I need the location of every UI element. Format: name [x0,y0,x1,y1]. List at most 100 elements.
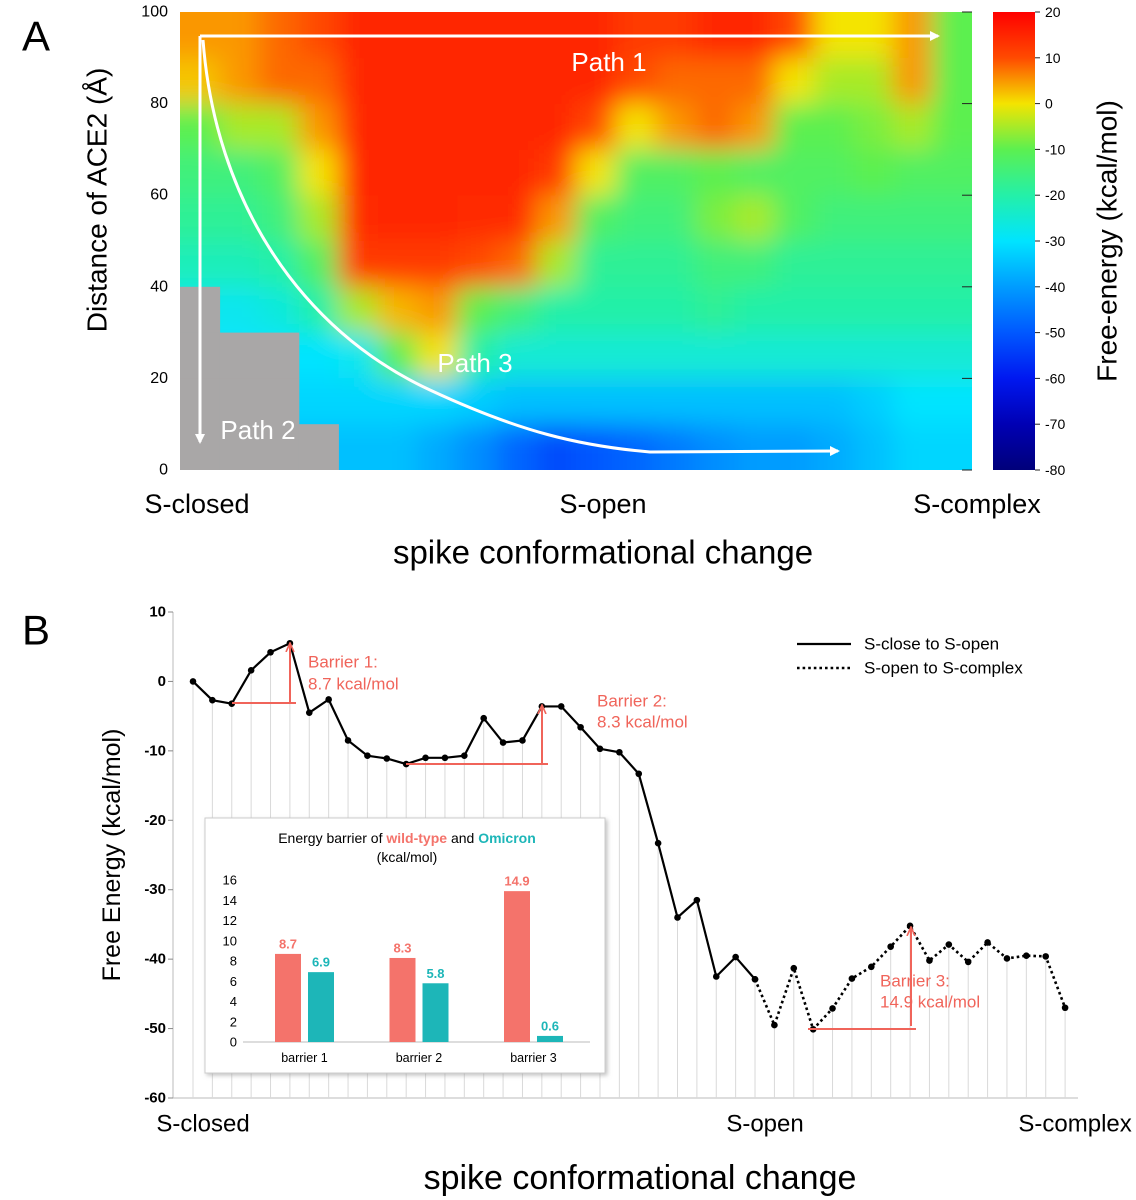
y-tick-label: 60 [150,187,168,204]
x-label: S-complex [913,489,1041,519]
heatmap-cell [536,195,577,242]
data-point [480,714,488,722]
data-point [383,755,391,762]
heatmap-cell [298,195,339,242]
heatmap-cell [298,332,339,379]
data-point [247,667,255,674]
heatmap-cell [298,241,339,288]
y-tick-label: 8 [230,954,237,969]
heatmap-cell [457,57,498,105]
y-tick-label: 80 [150,95,168,112]
heatmap-cell [932,378,972,425]
heatmap-cell [853,103,894,150]
heatmap-cell [259,286,300,334]
heatmap-cell [496,195,537,242]
heatmap-cell [259,103,300,150]
data-point [577,723,584,731]
barrier-label: Barrier 3: [880,972,950,991]
heatmap-cell [932,103,972,150]
y-tick-label: 0 [159,462,168,479]
heatmap-cell [536,286,577,334]
heatmap-cell [694,57,735,105]
data-point [189,678,197,685]
no-data-cell [219,332,260,379]
x-axis-label: spike conformational change [424,1159,857,1197]
heatmap-cell [655,103,696,150]
heatmap-cell [774,241,815,288]
heatmap-cell [496,241,537,288]
heatmap-cell [496,57,537,105]
data-point [732,953,739,961]
y-tick-label: -30 [144,881,166,898]
heatmap-cell [774,332,815,379]
heatmap-cell [853,195,894,242]
heatmap-cell [853,332,894,379]
heatmap-cell [892,195,933,242]
data-point [325,696,332,703]
heatmap-cell [694,149,735,196]
colorbar-tick-label: -80 [1045,462,1065,478]
data-point [693,896,701,904]
heatmap-cell [378,424,419,470]
barrier-label: Barrier 1: [308,653,378,672]
x-label: S-closed [144,489,249,519]
y-tick-label: 4 [230,994,237,1009]
heatmap-cell [813,195,854,242]
heatmap-cell [734,286,775,334]
heatmap-cell [892,286,933,334]
legend-label: S-open to S-complex [864,659,1023,678]
data-point [364,752,371,760]
heatmap-cell [853,424,894,470]
path-label: Path 1 [571,47,646,77]
heatmap-cell [298,57,339,105]
heatmap-cell [576,103,617,150]
heatmap-cell [298,149,339,196]
heatmap-cell [259,149,300,196]
y-axis-label: Distance of ACE2 (Å) [82,68,113,333]
bar [389,957,416,1042]
heatmap-cell [694,424,735,470]
heatmap-cell [655,286,696,334]
heatmap-cell [219,241,260,288]
inset-bars: 0 2 4 6 8 10 12 14 16 barrier 1 8.7 6.9 barrier 2 8.3… [223,873,563,1065]
x-label: S-open [559,489,646,519]
heatmap-cell [457,241,498,288]
heatmap-cell [338,57,379,105]
series-line [753,923,1067,1032]
heatmap-cell [536,241,577,288]
no-data-cell [298,424,339,470]
heatmap-cell [536,378,577,425]
path-arrows [195,31,940,457]
heatmap-cell [417,286,458,334]
y-tick-label: 20 [150,370,168,387]
x-tick-label: barrier 2 [396,1051,443,1065]
colorbar-tick-label: -60 [1045,370,1065,386]
data-point [305,709,313,716]
heatmap-cell [219,103,260,150]
no-data-cell [219,424,260,470]
inset-subtitle: (kcal/mol) [377,849,438,865]
heatmap-cell [576,57,617,105]
y-tick-label: 6 [230,974,237,989]
title-part: Energy barrier of [278,830,382,846]
bar [504,891,530,1042]
heatmap-cell [853,286,894,334]
colorbar-tick-label: -20 [1045,187,1065,203]
heatmap-cell [892,57,933,105]
data-point [344,737,352,744]
colorbar-tick-label: 0 [1045,96,1053,112]
heatmap-cell [378,286,419,334]
barrier-labels: Barrier 1: 8.7 kcal/mol Barrier 2: 8.3 k… [308,653,980,1012]
data-point [1042,953,1050,960]
heatmap-cell [378,241,419,288]
heatmap-cell [734,195,775,242]
heatmap-cell [932,424,972,470]
data-point [868,963,875,971]
colorbar-tick-label: -10 [1045,141,1065,157]
heatmap-cell [298,378,339,425]
data-point [964,958,972,966]
heatmap-cell [457,424,498,470]
data-point [441,754,449,762]
heatmap-cell [536,149,577,196]
heatmap-cell [655,241,696,288]
